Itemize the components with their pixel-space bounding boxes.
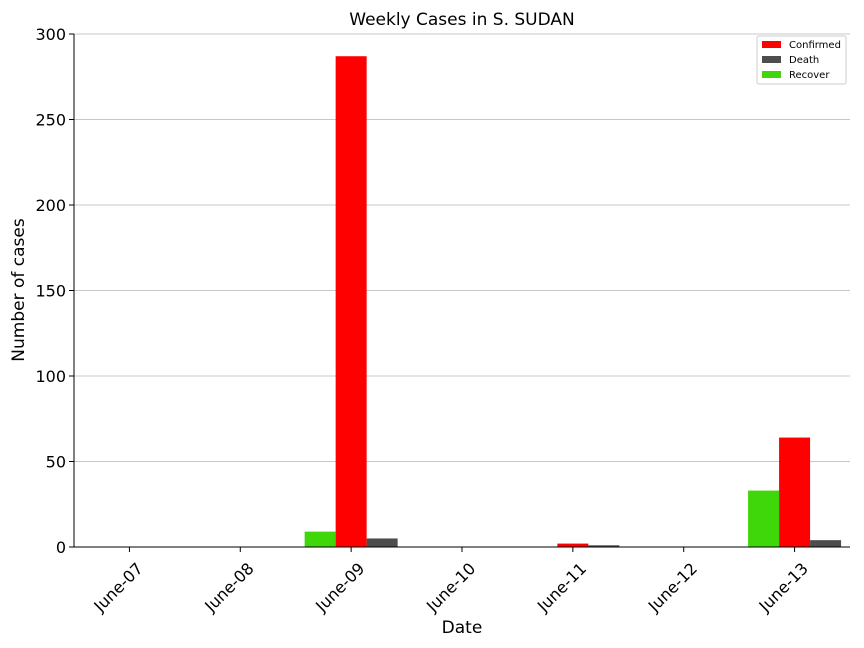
legend-label-confirmed: Confirmed <box>789 40 841 51</box>
y-tick-label: 100 <box>35 367 66 386</box>
x-tick-label: June-10 <box>422 559 479 616</box>
y-tick-label: 0 <box>56 538 66 557</box>
bar-confirmed-june-11 <box>557 543 589 547</box>
bar-confirmed-june-09 <box>335 56 367 547</box>
bar-recover-june-13 <box>748 490 780 547</box>
y-tick-label: 250 <box>35 111 66 130</box>
legend: Confirmed Death Recover <box>756 35 847 85</box>
x-tick-label: June-07 <box>89 559 146 616</box>
grid-lines <box>74 33 850 462</box>
y-tick-label: 50 <box>46 453 66 472</box>
bar-death-june-13 <box>810 540 842 547</box>
y-tick-label: 300 <box>35 25 66 44</box>
legend-label-recover: Recover <box>789 70 830 81</box>
x-tick-label: June-12 <box>644 559 701 616</box>
bar-death-june-09 <box>366 538 398 547</box>
chart-title: Weekly Cases in S. SUDAN <box>349 10 575 30</box>
x-tick-label: June-13 <box>755 559 812 616</box>
legend-swatch-confirmed <box>762 41 781 48</box>
x-tick-label: June-09 <box>311 559 368 616</box>
legend-swatch-death <box>762 56 781 63</box>
bar-recover-june-09 <box>304 531 336 547</box>
bar-confirmed-june-13 <box>779 437 811 547</box>
legend-swatch-recover <box>762 71 781 78</box>
legend-label-death: Death <box>789 55 819 66</box>
x-axis-label: Date <box>442 618 483 638</box>
bar-death-june-11 <box>588 545 620 547</box>
x-axis-ticks: June-07 June-08 June-09 June-10 June-11 June-… <box>89 547 812 616</box>
y-tick-label: 200 <box>35 196 66 215</box>
bars <box>304 56 842 547</box>
x-tick-label: June-11 <box>533 559 590 616</box>
y-axis-ticks: 0 50 100 150 200 250 300 <box>35 25 74 557</box>
y-axis-label: Number of cases <box>9 218 29 362</box>
x-tick-label: June-08 <box>200 559 257 616</box>
y-tick-label: 150 <box>35 282 66 301</box>
